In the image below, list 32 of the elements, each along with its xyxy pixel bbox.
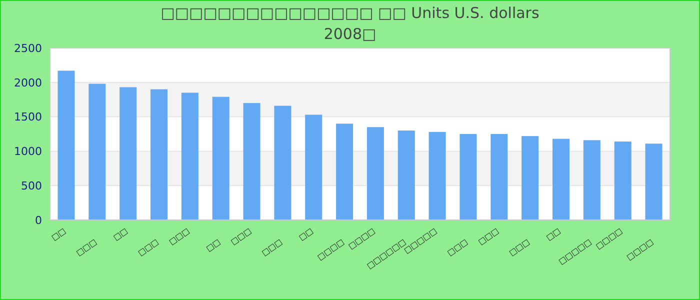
bar [490, 134, 508, 220]
x-tick-label: □□ [297, 226, 315, 242]
y-tick-label: 1000 [14, 145, 42, 158]
y-tick-label: 2500 [14, 42, 42, 55]
bar [398, 130, 415, 220]
bar [336, 124, 354, 220]
x-tick-label: □□ [112, 226, 130, 242]
bar [212, 96, 230, 220]
x-tick-label: □□ [50, 226, 68, 242]
bar [305, 114, 322, 220]
x-tick-label: □□ [544, 226, 562, 242]
bar [645, 144, 662, 220]
bar [58, 70, 75, 220]
bar [522, 136, 539, 220]
x-tick-label: □□ [204, 237, 222, 254]
bar [460, 134, 477, 220]
bar [181, 92, 198, 220]
y-tick-label: 0 [35, 214, 42, 227]
bar [243, 103, 260, 220]
bar [552, 138, 570, 220]
bar [88, 84, 106, 220]
bar [120, 87, 137, 220]
bar [614, 142, 632, 220]
chart-title: □□□□□□□□□□□□□□□ □□ Units U.S. dollars 2008□ [160, 4, 540, 43]
y-tick-label: 2000 [14, 76, 42, 90]
bar [583, 140, 600, 220]
bar [428, 132, 446, 220]
y-tick-label: 500 [21, 179, 42, 192]
bar [274, 106, 292, 220]
bar [150, 89, 168, 220]
y-tick-label: 1500 [14, 110, 42, 124]
bar [366, 127, 384, 220]
